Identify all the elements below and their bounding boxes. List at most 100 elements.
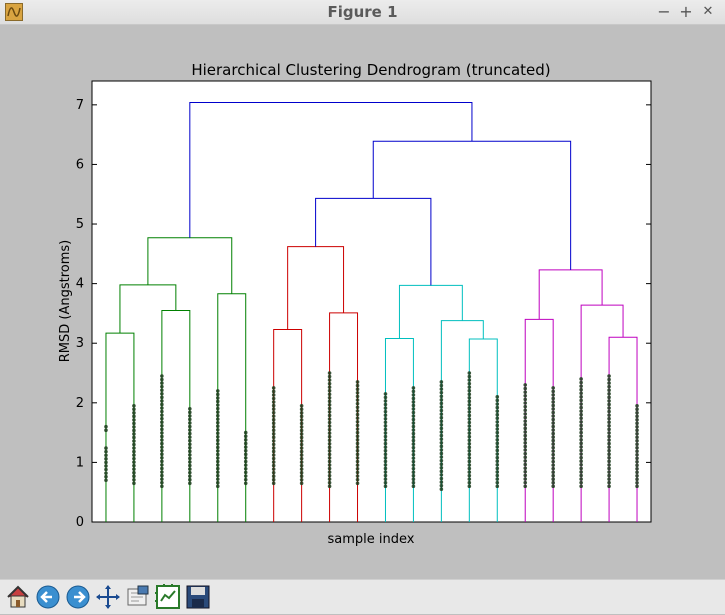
leaf-dot [467, 441, 472, 446]
leaf-dot [635, 445, 639, 450]
leaf-dot [467, 473, 472, 478]
leaf-dot [215, 466, 220, 471]
leaf-dot [495, 466, 500, 471]
leaf-dot [551, 442, 555, 446]
leaf-dot [383, 413, 388, 417]
leaf-dot [299, 407, 304, 412]
figure-canvas[interactable]: Hierarchical Clustering Dendrogram (trun… [1, 25, 723, 579]
leaf-dot [327, 399, 332, 404]
leaf-dot [215, 424, 220, 429]
leaf-dot [439, 473, 444, 477]
leaf-dot [383, 477, 388, 481]
leaf-dot [327, 395, 332, 400]
leaf-dot-column [160, 374, 164, 489]
leaf-dot [271, 432, 276, 436]
leaf-dot [299, 463, 304, 468]
leaf-dot [607, 463, 611, 467]
leaf-dot [160, 423, 164, 428]
app-icon [5, 3, 23, 21]
leaf-dot [411, 480, 416, 485]
back-icon[interactable] [34, 583, 62, 611]
leaf-dot [271, 481, 276, 486]
zoom-icon[interactable] [124, 583, 152, 611]
leaf-dot-column [495, 395, 500, 489]
leaf-dot [355, 477, 360, 482]
leaf-dot [523, 459, 528, 463]
leaf-dot [132, 453, 136, 457]
leaf-dot [607, 395, 611, 400]
leaf-dot [495, 437, 500, 442]
leaf-dot [243, 470, 248, 475]
save-icon[interactable] [184, 583, 212, 611]
title-bar[interactable]: Figure 1 − + ✕ [0, 0, 725, 25]
leaf-dot [327, 459, 332, 464]
leaf-dot [383, 473, 388, 478]
leaf-dot [439, 390, 444, 395]
leaf-dot [355, 456, 360, 460]
leaf-dot [132, 418, 136, 422]
leaf-dot [215, 484, 220, 489]
leaf-dot [383, 445, 388, 449]
leaf-dot [355, 474, 360, 478]
leaf-dot [132, 425, 136, 429]
leaf-dot [299, 425, 304, 429]
leaf-dot [299, 453, 304, 457]
minimize-button[interactable]: − [657, 2, 671, 21]
leaf-dot [160, 459, 164, 464]
pan-icon[interactable] [94, 583, 122, 611]
leaf-dot [467, 406, 472, 411]
leaf-dot [411, 449, 416, 453]
leaf-dot [411, 466, 416, 471]
leaf-dot [439, 483, 444, 488]
leaf-dot [243, 430, 248, 435]
leaf-dot [215, 473, 220, 478]
leaf-dot [467, 431, 472, 435]
leaf-dot [271, 474, 276, 479]
leaf-dot [439, 430, 444, 434]
leaf-dot [271, 460, 276, 464]
leaf-dot [188, 417, 192, 422]
leaf-dot [160, 399, 164, 403]
leaf-dot [579, 466, 583, 471]
leaf-dot [607, 434, 611, 439]
maximize-button[interactable]: + [679, 2, 693, 21]
configure-subplots-icon[interactable] [154, 583, 182, 611]
leaf-dot [188, 421, 192, 425]
leaf-dot [215, 403, 220, 407]
leaf-dot [579, 391, 583, 396]
leaf-dot [327, 427, 332, 432]
leaf-dot [551, 449, 555, 453]
leaf-dot [551, 424, 555, 429]
leaf-dot [243, 477, 248, 482]
leaf-dot [271, 407, 276, 411]
leaf-dot [215, 442, 220, 446]
leaf-dot [104, 464, 108, 468]
leaf-dot [607, 438, 611, 442]
leaf-dot [188, 453, 192, 457]
leaf-dot [188, 477, 192, 482]
leaf-dot [551, 389, 555, 394]
forward-icon[interactable] [64, 583, 92, 611]
home-icon[interactable] [4, 583, 32, 611]
leaf-dot [607, 384, 611, 389]
leaf-dot [467, 413, 472, 418]
leaf-dot [271, 400, 276, 404]
window-title: Figure 1 [327, 3, 398, 21]
leaf-dot [467, 378, 472, 382]
y-tick-label: 0 [76, 515, 84, 530]
close-button[interactable]: ✕ [702, 4, 714, 19]
leaf-dot [551, 403, 555, 408]
leaf-dot [383, 424, 388, 428]
leaf-dot [383, 392, 388, 396]
leaf-dot [523, 426, 528, 431]
leaf-dot [383, 480, 388, 485]
leaf-dot [243, 474, 248, 478]
leaf-dot [355, 448, 360, 453]
leaf-dot [411, 396, 416, 401]
leaf-dot [271, 467, 276, 471]
leaf-dot [523, 401, 528, 405]
leaf-dot [579, 420, 583, 424]
leaf-dot [523, 451, 528, 456]
leaf-dot [271, 453, 276, 457]
leaf-dot [215, 413, 220, 418]
